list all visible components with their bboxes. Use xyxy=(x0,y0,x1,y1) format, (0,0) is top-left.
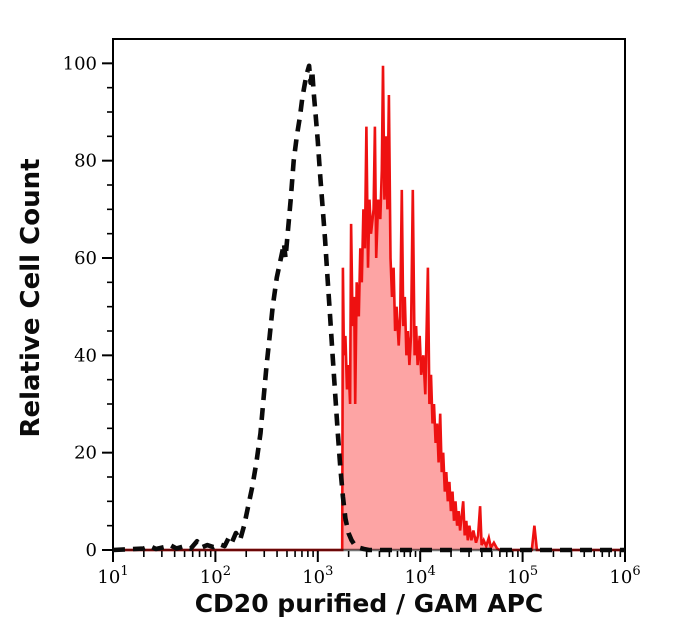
x-tick-label: 102 xyxy=(200,564,231,588)
dashed-histogram-curve xyxy=(112,63,625,553)
y-tick-label: 0 xyxy=(86,540,97,561)
plot-border xyxy=(112,38,626,551)
x-tick-label: 105 xyxy=(507,564,538,588)
x-tick-label: 104 xyxy=(405,564,436,588)
x-tick-label: 106 xyxy=(609,564,640,588)
x-tick-label: 103 xyxy=(302,564,333,588)
x-axis-title: CD20 purified / GAM APC xyxy=(194,589,544,618)
y-tick-label: 80 xyxy=(74,151,97,172)
y-tick-label: 60 xyxy=(74,248,97,269)
red-histogram-fill xyxy=(113,65,625,551)
y-tick-label: 20 xyxy=(74,443,97,464)
red-histogram-curve xyxy=(113,65,625,552)
x-tick-label: 101 xyxy=(97,564,128,588)
y-tick-label: 40 xyxy=(74,345,97,366)
y-tick-label: 100 xyxy=(63,53,97,74)
